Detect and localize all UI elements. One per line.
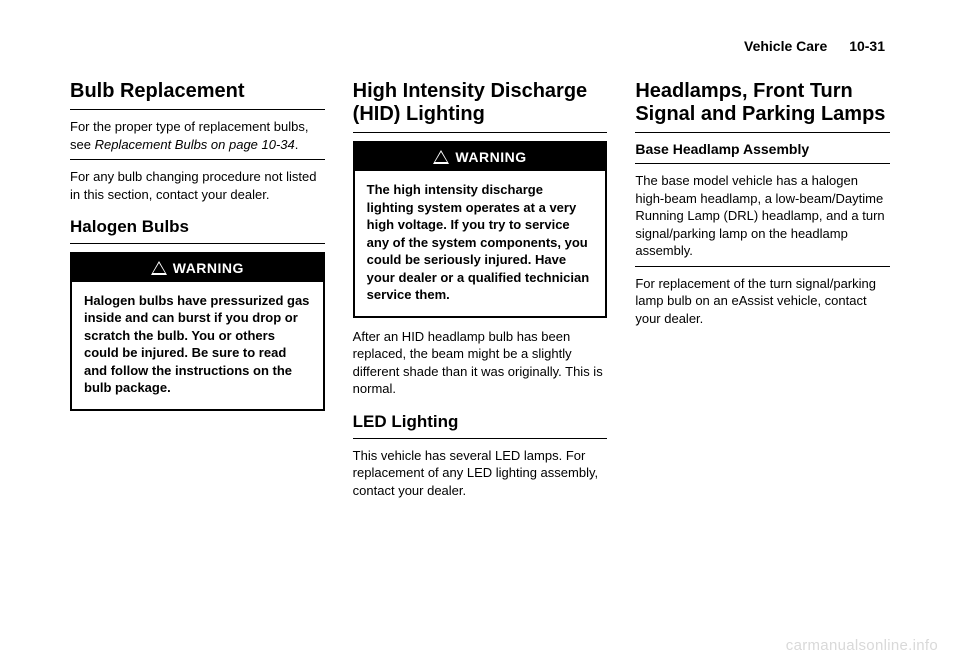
body-text: For any bulb changing procedure not list…: [70, 168, 325, 203]
warning-triangle-icon: [151, 261, 167, 275]
warning-label: WARNING: [455, 149, 526, 165]
heading-led-lighting: LED Lighting: [353, 412, 608, 432]
column-3: Headlamps, Front Turn Signal and Parking…: [635, 80, 890, 505]
column-1: Bulb Replacement For the proper type of …: [70, 80, 325, 505]
page-header: Vehicle Care 10-31: [744, 38, 885, 54]
page-number: 10-31: [849, 38, 885, 54]
body-text: After an HID headlamp bulb has been repl…: [353, 328, 608, 398]
divider: [353, 438, 608, 439]
chapter-title: Vehicle Care: [744, 38, 827, 54]
divider: [635, 266, 890, 267]
warning-label: WARNING: [173, 260, 244, 276]
body-text: For replacement of the turn signal/parki…: [635, 275, 890, 328]
warning-body: The high intensity discharge lighting sy…: [355, 171, 606, 316]
warning-box: WARNING Halogen bulbs have pressurized g…: [70, 252, 325, 411]
divider: [70, 159, 325, 160]
warning-title-bar: WARNING: [355, 143, 606, 171]
reference-link: Replacement Bulbs on page 10-34: [95, 137, 295, 152]
warning-triangle-icon: [433, 150, 449, 164]
warning-box: WARNING The high intensity discharge lig…: [353, 141, 608, 318]
divider: [70, 109, 325, 110]
heading-headlamps: Headlamps, Front Turn Signal and Parking…: [635, 80, 890, 126]
column-2: High Intensity Discharge (HID) Lighting …: [353, 80, 608, 505]
divider: [353, 132, 608, 133]
content-columns: Bulb Replacement For the proper type of …: [70, 80, 890, 505]
warning-body: Halogen bulbs have pressurized gas insid…: [72, 282, 323, 409]
body-text: This vehicle has several LED lamps. For …: [353, 447, 608, 500]
divider: [635, 163, 890, 164]
heading-bulb-replacement: Bulb Replacement: [70, 80, 325, 103]
heading-halogen-bulbs: Halogen Bulbs: [70, 217, 325, 237]
divider: [635, 132, 890, 133]
divider: [70, 243, 325, 244]
watermark: carmanualsonline.info: [786, 637, 938, 654]
subheading-base-assembly: Base Headlamp Assembly: [635, 141, 890, 157]
body-text: The base model vehicle has a halogen hig…: [635, 172, 890, 260]
manual-page: Vehicle Care 10-31 Bulb Replacement For …: [0, 0, 960, 672]
warning-title-bar: WARNING: [72, 254, 323, 282]
text-fragment: .: [295, 137, 299, 152]
body-text: For the proper type of replacement bulbs…: [70, 118, 325, 153]
heading-hid-lighting: High Intensity Discharge (HID) Lighting: [353, 80, 608, 126]
